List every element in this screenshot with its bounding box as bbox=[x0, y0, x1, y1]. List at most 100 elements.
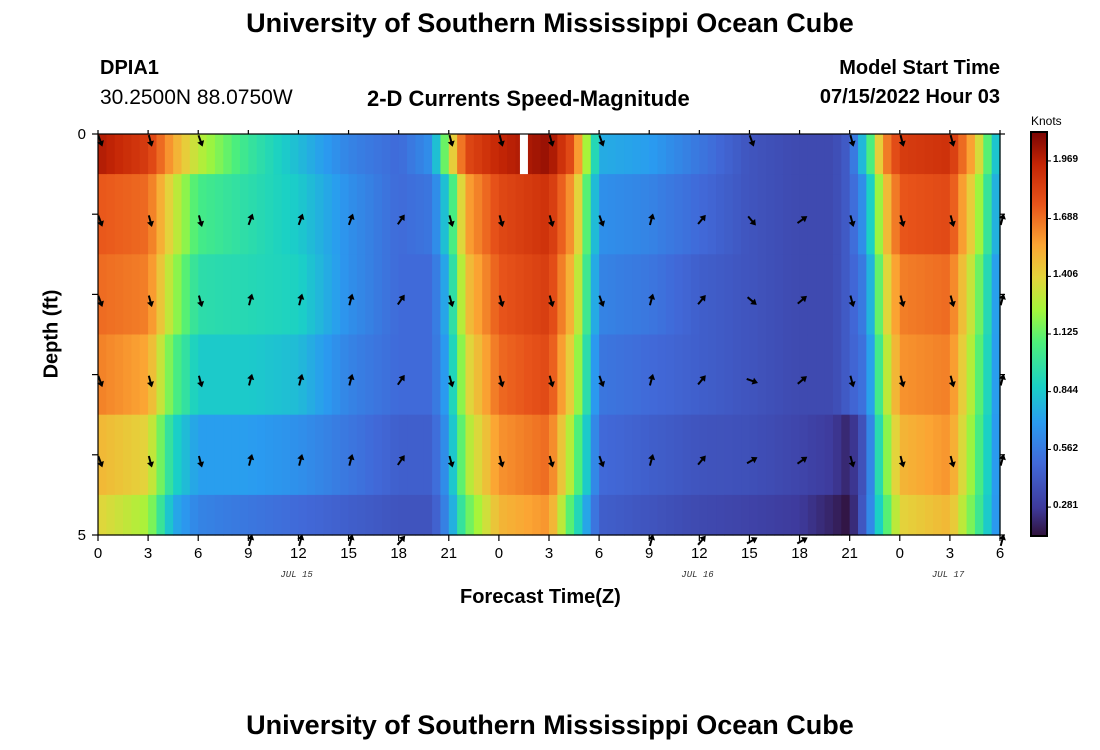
current-direction-arrow bbox=[447, 134, 455, 147]
heatmap-cell bbox=[824, 254, 834, 336]
heatmap-cell bbox=[991, 414, 1001, 496]
heatmap-cell bbox=[983, 494, 993, 536]
heatmap-cell bbox=[874, 134, 884, 175]
heatmap-cell bbox=[866, 254, 876, 336]
heatmap-cell bbox=[290, 174, 300, 255]
heatmap-cell bbox=[498, 174, 508, 255]
heatmap-cell bbox=[482, 134, 492, 175]
heatmap-cell bbox=[523, 494, 533, 536]
heatmap-cell bbox=[256, 414, 266, 496]
y-tick-label-bottom: 5 bbox=[77, 527, 86, 544]
heatmap-cell bbox=[665, 334, 675, 416]
heatmap-cell bbox=[766, 494, 776, 536]
x-tick-label: 21 bbox=[440, 545, 458, 562]
heatmap-cell bbox=[407, 494, 416, 536]
current-direction-arrow bbox=[197, 215, 205, 227]
heatmap-cell bbox=[398, 494, 408, 536]
current-direction-arrow bbox=[697, 295, 706, 305]
current-direction-arrow bbox=[648, 454, 656, 466]
heatmap-cell bbox=[390, 254, 400, 336]
heatmap-cell bbox=[908, 254, 918, 336]
heatmap-cell bbox=[690, 174, 700, 255]
x-tick-label: 18 bbox=[791, 545, 808, 562]
heatmap-cell bbox=[373, 134, 383, 175]
heatmap-cell bbox=[340, 414, 350, 496]
heatmap-cell bbox=[690, 134, 700, 175]
heatmap-cell bbox=[148, 414, 158, 496]
heatmap-cell bbox=[323, 494, 333, 536]
heatmap-cell bbox=[624, 254, 634, 336]
heatmap-cell bbox=[507, 494, 517, 536]
current-direction-arrow bbox=[898, 134, 906, 147]
heatmap-cell bbox=[640, 254, 650, 336]
heatmap-cell bbox=[916, 254, 926, 336]
heatmap-cell bbox=[933, 134, 943, 175]
heatmap-cell bbox=[106, 134, 116, 175]
heatmap-cell bbox=[640, 494, 650, 536]
heatmap-cell bbox=[365, 254, 375, 336]
heatmap-cell bbox=[398, 334, 408, 416]
current-direction-arrow bbox=[397, 374, 405, 386]
heatmap-cell bbox=[348, 414, 358, 496]
heatmap-cell bbox=[515, 174, 525, 255]
heatmap-cell bbox=[741, 414, 751, 496]
heatmap-cell bbox=[958, 134, 968, 175]
heatmap-cell bbox=[156, 134, 166, 175]
heatmap-cell bbox=[707, 134, 717, 175]
heatmap-cell bbox=[949, 334, 959, 416]
heatmap-cell bbox=[807, 494, 817, 536]
heatmap-cell bbox=[198, 414, 208, 496]
heatmap-cell bbox=[482, 254, 492, 336]
heatmap-cell bbox=[632, 414, 642, 496]
heatmap-cell bbox=[849, 134, 859, 175]
heatmap-cell bbox=[173, 174, 183, 255]
heatmap-cell bbox=[832, 334, 842, 416]
heatmap-cell bbox=[891, 174, 901, 255]
heatmap-cell bbox=[991, 174, 1001, 255]
heatmap-cell bbox=[265, 134, 274, 175]
heatmap-cell bbox=[473, 254, 483, 336]
heatmap-cell bbox=[557, 254, 567, 336]
heatmap-cell bbox=[540, 174, 550, 255]
current-direction-arrow bbox=[147, 215, 154, 227]
current-direction-arrow bbox=[598, 215, 605, 227]
heatmap-cell bbox=[549, 414, 558, 496]
heatmap-cell bbox=[131, 414, 141, 496]
heatmap-cell bbox=[782, 334, 792, 416]
heatmap-cell bbox=[390, 334, 400, 416]
heatmap-cell bbox=[674, 254, 684, 336]
heatmap-cell bbox=[582, 414, 592, 496]
heatmap-cell bbox=[549, 334, 558, 416]
heatmap-cell bbox=[949, 494, 959, 536]
heatmap-cell bbox=[582, 134, 592, 175]
current-direction-arrow bbox=[547, 134, 555, 147]
heatmap-cell bbox=[674, 334, 684, 416]
heatmap-cell bbox=[407, 134, 416, 175]
heatmap-cell bbox=[824, 414, 834, 496]
heatmap-cell bbox=[281, 254, 291, 336]
page-title-top: University of Southern Mississippi Ocean… bbox=[246, 8, 854, 38]
heatmap-cell bbox=[949, 134, 959, 175]
heatmap-cell bbox=[290, 414, 300, 496]
heatmap-cell bbox=[214, 494, 224, 536]
heatmap-cell bbox=[123, 134, 133, 175]
heatmap-cell bbox=[665, 174, 675, 255]
heatmap-cell bbox=[757, 134, 767, 175]
heatmap-cell bbox=[682, 134, 692, 175]
heatmap-cell bbox=[607, 494, 617, 536]
current-direction-arrow bbox=[998, 534, 1006, 547]
heatmap-cell bbox=[398, 174, 408, 255]
heatmap-cell bbox=[231, 254, 241, 336]
heatmap-cell bbox=[791, 174, 801, 255]
heatmap-cell bbox=[114, 134, 124, 175]
heatmap-cell bbox=[891, 334, 901, 416]
station-id: DPIA1 bbox=[100, 57, 159, 79]
colorbar-tick-label: 1.125 bbox=[1053, 327, 1079, 338]
heatmap-cell bbox=[348, 334, 358, 416]
heatmap-cell bbox=[716, 174, 725, 255]
heatmap-cell bbox=[724, 334, 734, 416]
heatmap-cell bbox=[515, 414, 525, 496]
heatmap-cell bbox=[908, 174, 918, 255]
current-direction-arrow bbox=[796, 456, 808, 465]
heatmap-cell bbox=[665, 134, 675, 175]
